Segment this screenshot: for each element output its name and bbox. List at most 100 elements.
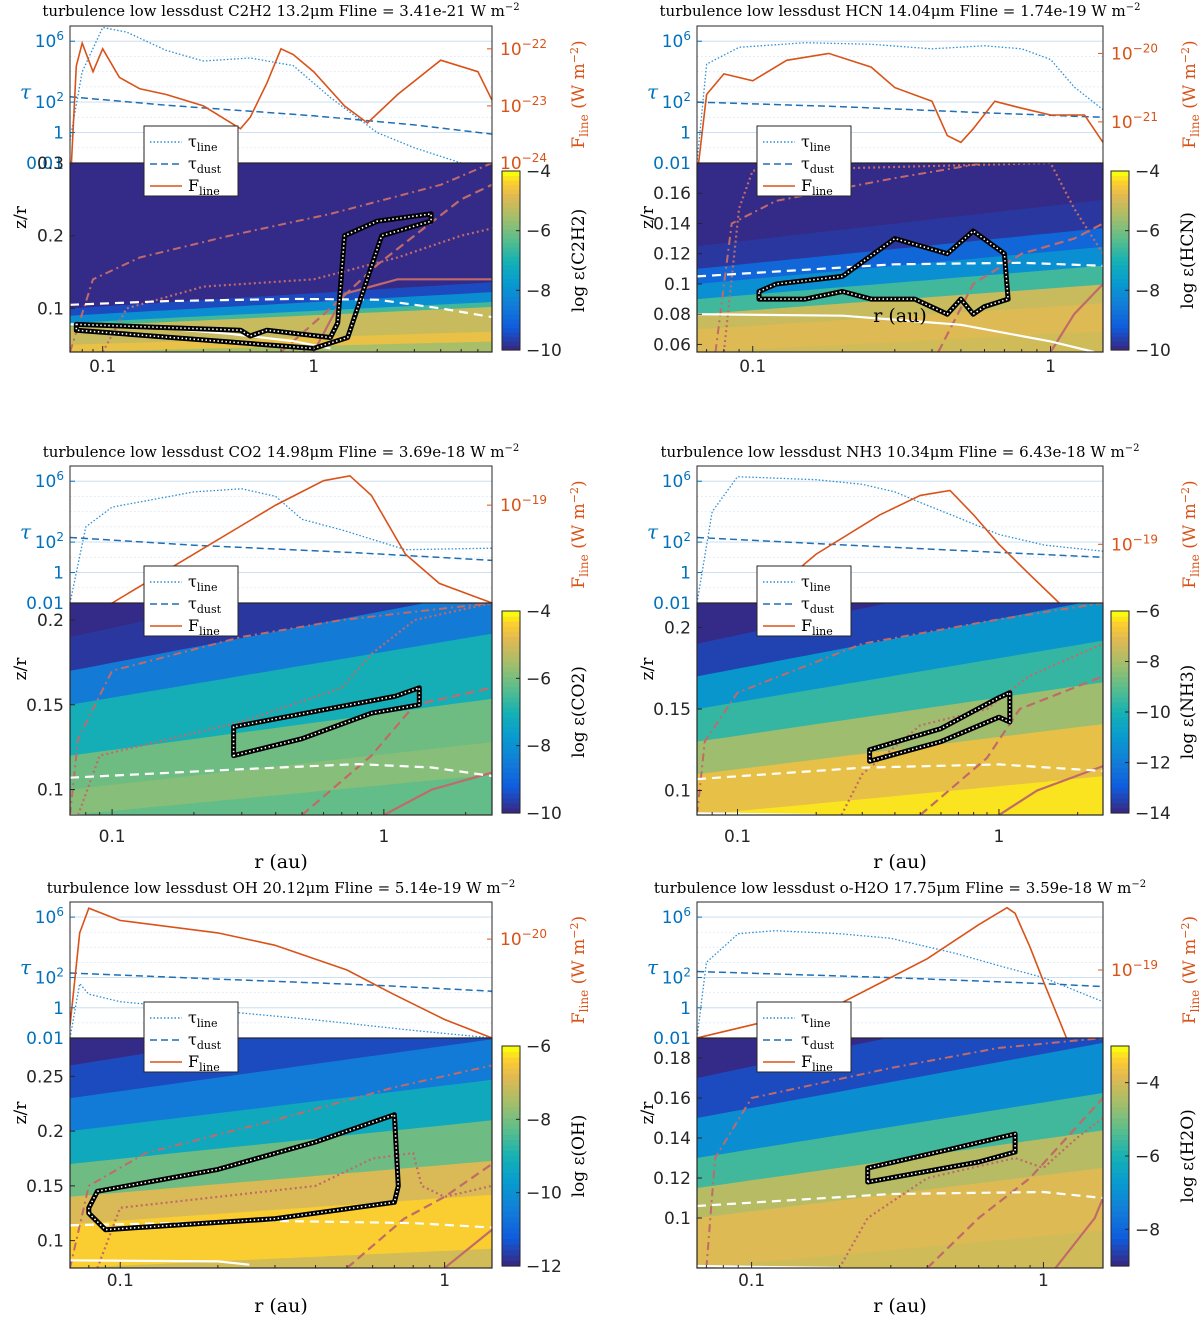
tau-tick-label: 0.01 [653, 594, 691, 614]
colorbar-segment [1111, 646, 1129, 652]
colorbar-segment [502, 1233, 520, 1240]
colorbar-segment [502, 171, 520, 177]
fline-axis-label: Fline (W m−2) [568, 40, 591, 148]
colorbar-frame [501, 170, 521, 351]
tau-line-curve [70, 26, 464, 163]
zr-tick-label: 0.16 [653, 1089, 691, 1109]
tau-tick-label: 106 [662, 29, 691, 52]
colorbar-segment [502, 1062, 520, 1069]
colorbar-segment [502, 296, 520, 302]
colorbar-segment [1111, 323, 1129, 329]
tau-tick-label: 102 [662, 966, 691, 989]
panel-HCN: turbulence low lessdust HCN 14.04μm Flin… [638, 2, 1200, 377]
colorbar-segment [502, 1134, 520, 1141]
legend-label: τline [188, 572, 218, 594]
colorbar-segment [1111, 305, 1129, 311]
colorbar-tick-label: −4 [1135, 1074, 1160, 1094]
fline-curve [697, 906, 1068, 1038]
colorbar-segment [502, 220, 520, 226]
zr-tick-label: 0.06 [653, 335, 691, 355]
colorbar-segment [502, 247, 520, 253]
colorbar-segment [502, 742, 520, 748]
colorbar-segment [502, 1145, 520, 1152]
zr-tick-label: 0.16 [653, 184, 691, 204]
colorbar-segment [502, 1117, 520, 1124]
tau-axis-label: τ [647, 955, 659, 979]
tau-tick-label: 0.01 [653, 1029, 691, 1049]
colorbar-segment [1111, 345, 1129, 351]
x-tick-label: 0.1 [107, 1271, 134, 1291]
dust-surface-line [70, 297, 492, 319]
colorbar-segment [502, 626, 520, 632]
colorbar-segment [502, 184, 520, 190]
colorbar-segment [1111, 676, 1129, 683]
colorbar-segment [502, 345, 520, 351]
tau-tick-label: 1 [680, 124, 691, 144]
colorbar-segment [502, 757, 520, 764]
colorbar-tick-label: −8 [1135, 281, 1160, 301]
zr-tick-label: 0.2 [37, 611, 64, 631]
colorbar-tick-label: −6 [526, 669, 551, 689]
zr-tick-label: 0.1 [664, 275, 691, 295]
colorbar-segment [1111, 1172, 1129, 1179]
tau-axis-label: τ [20, 520, 32, 544]
colorbar-tick-label: −10 [526, 804, 562, 824]
panel-title: turbulence low lessdust CO2 14.98μm Flin… [43, 443, 520, 461]
colorbar-segment [502, 1156, 520, 1163]
contour-line [840, 642, 1103, 815]
colorbar-segment [502, 1095, 520, 1102]
colorbar-segment [1111, 229, 1129, 235]
colorbar-tick-label: −6 [1135, 222, 1160, 242]
colorbar-segment [1111, 1090, 1129, 1097]
contour-line [70, 163, 492, 352]
map-frame [696, 1037, 1104, 1269]
legend-label: Fline [801, 616, 833, 638]
colorbar-segment [502, 701, 520, 708]
tau-panel-bg [70, 26, 492, 163]
colorbar-segment [502, 797, 520, 804]
colorbar-label: log ε(NH3) [1178, 665, 1198, 760]
colorbar-segment [1111, 1178, 1129, 1185]
colorbar-segment [1111, 242, 1129, 248]
tau-dust-curve [70, 536, 492, 562]
colorbar-segment [502, 696, 520, 703]
emitting-region-dots [758, 229, 1009, 316]
colorbar-label: log ε(C2H2) [569, 209, 589, 313]
x-tick-label: 0.1 [89, 357, 116, 377]
colorbar-segment [1111, 1189, 1129, 1196]
colorbar-segment [502, 767, 520, 774]
legend-box [143, 565, 239, 637]
colorbar-segment [1111, 671, 1129, 678]
tau-tick-label: 106 [35, 905, 64, 928]
colorbar-segment [502, 300, 520, 306]
tau-dust-curve [697, 536, 1103, 559]
colorbar-segment [1111, 1260, 1129, 1267]
colorbar-segment [1111, 197, 1129, 203]
colorbar-segment [1111, 1244, 1129, 1251]
fline-tick-label: 10−24 [500, 151, 547, 174]
colorbar-segment [1111, 1145, 1129, 1152]
colorbar-segment [1111, 1156, 1129, 1163]
x-tick-label: 0.1 [739, 357, 766, 377]
legend-box [143, 1001, 239, 1073]
colorbar-segment [502, 318, 520, 324]
colorbar-segment [502, 1244, 520, 1251]
zr-tick-label: 0.12 [653, 1169, 691, 1189]
tau-axis-label: τ [647, 520, 659, 544]
colorbar-tick-label: −6 [1135, 602, 1160, 622]
fline-tick-label: 10−23 [500, 94, 547, 117]
zr-tick-label: 0.1 [37, 299, 64, 319]
colorbar-segment [502, 762, 520, 769]
colorbar-segment [1111, 807, 1129, 814]
colorbar-segment [1111, 747, 1129, 753]
legend-label: τdust [801, 1030, 835, 1052]
x-tick-label: 1 [378, 827, 389, 847]
colorbar-frame [1110, 170, 1130, 351]
tau-tick-label: 106 [35, 469, 64, 492]
fline-tick-label: 10−21 [1111, 110, 1158, 133]
colorbar-segment [1111, 656, 1129, 663]
colorbar-segment [502, 215, 520, 221]
tau-line-curve [697, 930, 1103, 1038]
colorbar-segment [502, 1046, 520, 1053]
colorbar-segment [502, 1222, 520, 1229]
